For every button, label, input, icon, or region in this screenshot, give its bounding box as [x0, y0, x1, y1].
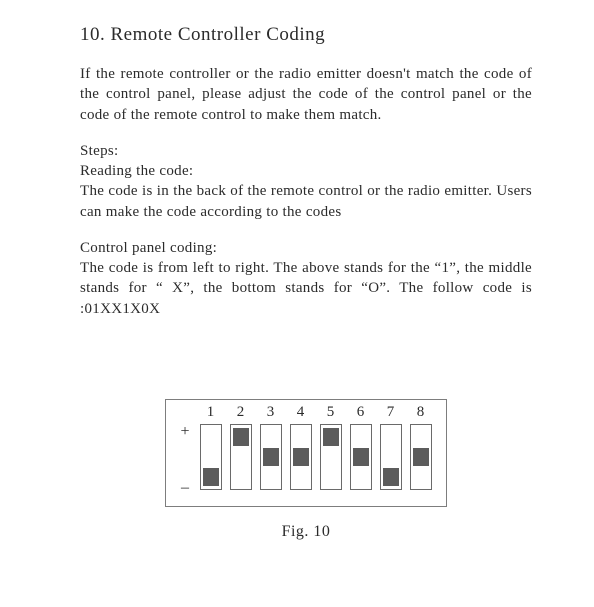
- section-title: 10. Remote Controller Coding: [80, 24, 532, 46]
- dip-row: + – 1 2 3 4 5 6 7 8: [180, 404, 431, 496]
- steps-label: Steps:: [80, 141, 532, 161]
- switch-thumb: [293, 448, 309, 466]
- switch-4: 4: [290, 404, 312, 490]
- switch-number: 8: [417, 404, 425, 421]
- switch-8: 8: [410, 404, 432, 490]
- switch-thumb: [413, 448, 429, 466]
- steps-block: Steps: Reading the code: The code is in …: [80, 141, 532, 222]
- switch-slot: [260, 424, 282, 490]
- switch-slot: [290, 424, 312, 490]
- switch-slot: [410, 424, 432, 490]
- switch-slot: [380, 424, 402, 490]
- dip-switch-diagram: + – 1 2 3 4 5 6 7 8: [165, 399, 446, 507]
- figure-caption: Fig. 10: [80, 523, 532, 541]
- switch-slot: [230, 424, 252, 490]
- switch-thumb: [203, 468, 219, 486]
- switch-number: 3: [267, 404, 275, 421]
- switch-thumb: [353, 448, 369, 466]
- switch-6: 6: [350, 404, 372, 490]
- switch-7: 7: [380, 404, 402, 490]
- switch-slot: [350, 424, 372, 490]
- minus-sign: –: [180, 480, 189, 496]
- page: 10. Remote Controller Coding If the remo…: [0, 0, 594, 565]
- switch-thumb: [263, 448, 279, 466]
- coding-block: Control panel coding: The code is from l…: [80, 238, 532, 319]
- switch-thumb: [323, 428, 339, 446]
- switch-number: 5: [327, 404, 335, 421]
- intro-paragraph: If the remote controller or the radio em…: [80, 64, 532, 125]
- switch-2: 2: [230, 404, 252, 490]
- switch-thumb: [383, 468, 399, 486]
- switch-thumb: [233, 428, 249, 446]
- switch-number: 7: [387, 404, 395, 421]
- polarity-signs: + –: [180, 424, 189, 496]
- switch-slot: [200, 424, 222, 490]
- switch-3: 3: [260, 404, 282, 490]
- switch-number: 2: [237, 404, 245, 421]
- control-panel-coding-label: Control panel coding:: [80, 238, 532, 258]
- control-panel-coding-text: The code is from left to right. The abov…: [80, 258, 532, 319]
- switch-number: 1: [207, 404, 215, 421]
- switch-row: 1 2 3 4 5 6 7 8: [200, 404, 432, 490]
- switch-1: 1: [200, 404, 222, 490]
- plus-sign: +: [180, 424, 189, 440]
- switch-number: 4: [297, 404, 305, 421]
- reading-code-label: Reading the code:: [80, 161, 532, 181]
- switch-number: 6: [357, 404, 365, 421]
- figure: + – 1 2 3 4 5 6 7 8 Fig. 10: [80, 399, 532, 541]
- reading-code-text: The code is in the back of the remote co…: [80, 181, 532, 222]
- switch-slot: [320, 424, 342, 490]
- switch-5: 5: [320, 404, 342, 490]
